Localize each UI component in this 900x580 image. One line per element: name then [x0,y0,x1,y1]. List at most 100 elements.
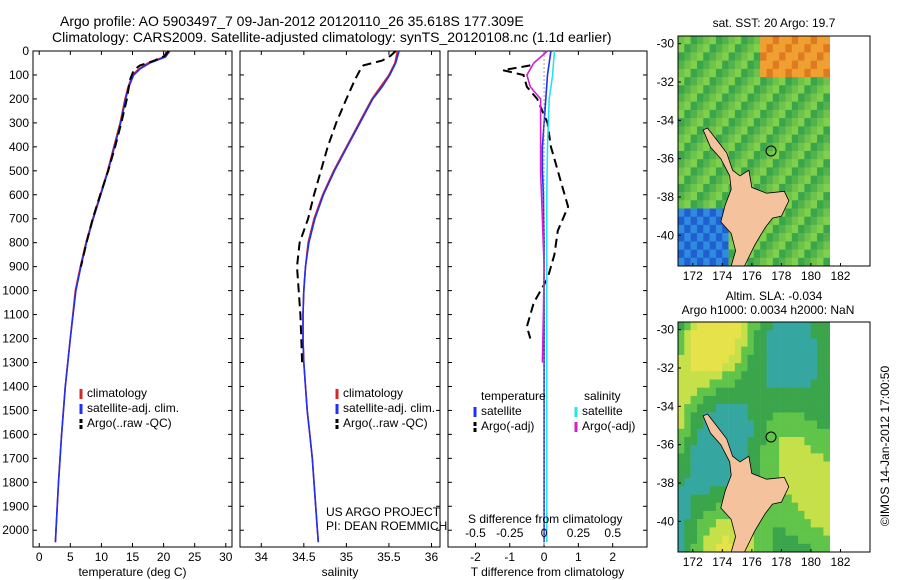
map-cell [709,543,717,553]
map-cell [697,346,704,356]
map-cell [684,151,691,160]
map-cell [823,77,830,86]
map-cell [722,371,729,380]
map-cell [709,395,717,405]
map-cell [791,257,799,267]
map-cell [678,101,685,111]
map-cell [823,175,830,185]
map-cell [753,151,761,160]
map-cell [734,379,742,388]
map-cell [785,330,792,339]
map-cell [779,216,786,226]
map-cell [766,371,774,380]
map-cell [709,101,717,111]
map-cell [709,519,717,528]
map-cell [810,437,818,446]
map-cell [703,346,710,356]
map-cell [753,387,761,397]
map-cell [684,371,691,380]
map-cell [734,109,742,119]
map-cell [779,395,786,405]
series-line [302,50,399,543]
x-axis-label: salinity [322,565,359,579]
map-cell [779,183,786,193]
map-cell [823,387,830,397]
map-cell [678,535,685,545]
map-cell [728,257,736,267]
map-cell [817,192,824,201]
map-cell [798,224,805,234]
map-cell [791,192,799,201]
map-cell [760,395,767,405]
map-cell [741,330,748,339]
map-cell [785,354,792,364]
map-cell [817,469,824,479]
map-cell [823,428,830,438]
map-cell [753,363,761,372]
map-cell [753,134,761,144]
map-cell [817,257,824,267]
map-cell [804,159,811,168]
map-cell [785,543,792,553]
map-cell [722,346,729,356]
map-cell [791,134,799,144]
map-cell [684,183,691,193]
map-cell [753,322,761,331]
map-cell [697,52,704,61]
map-cell [747,44,755,53]
map-cell [741,126,748,135]
map-cell [779,134,786,144]
map-cell [747,60,755,70]
map-cell [804,527,811,536]
map-cell [760,151,767,160]
map-cell [772,151,780,160]
map-cell [753,257,761,267]
map-cell [760,183,767,193]
map-cell [791,486,799,495]
map-cell [810,68,818,78]
y-tick-label: 1300 [2,355,29,369]
map-cell [779,109,786,119]
map-cell [728,420,736,430]
map-cell [703,183,710,193]
map-cell [772,535,780,545]
map-cell [798,502,805,512]
map-cell [810,233,818,242]
map-cell [722,60,729,70]
map-cell [772,322,780,331]
map-cell [690,461,698,471]
map-cell [772,371,780,380]
map-cell [760,387,767,397]
map-cell [798,241,805,250]
map-cell [722,109,729,119]
top-tick-label: 0.5 [604,526,621,540]
y-tick-label: 1500 [2,403,29,417]
map-cell [703,379,710,388]
map-cell [703,151,710,160]
map-cell [690,233,698,242]
map-cell [804,387,811,397]
map-cell [785,502,792,512]
map-cell [709,354,717,364]
map-cell [697,338,704,347]
map-cell [817,535,824,545]
map-cell [722,461,729,471]
map-cell [690,510,698,520]
map-cell [817,437,824,446]
map-cell [728,142,736,152]
map-cell [678,453,685,462]
map-cell [741,159,748,168]
map-cell [791,535,799,545]
map-cell [722,126,729,135]
map-cell [747,77,755,86]
map-cell [690,134,698,144]
map-cell [779,44,786,53]
map-cell [741,363,748,372]
map-cell [715,241,723,250]
map-cell [804,200,811,209]
plot-frame [32,50,233,548]
map-cell [772,101,780,111]
map-cell [791,527,799,536]
map-cell [703,249,710,259]
map-cell [747,330,755,339]
